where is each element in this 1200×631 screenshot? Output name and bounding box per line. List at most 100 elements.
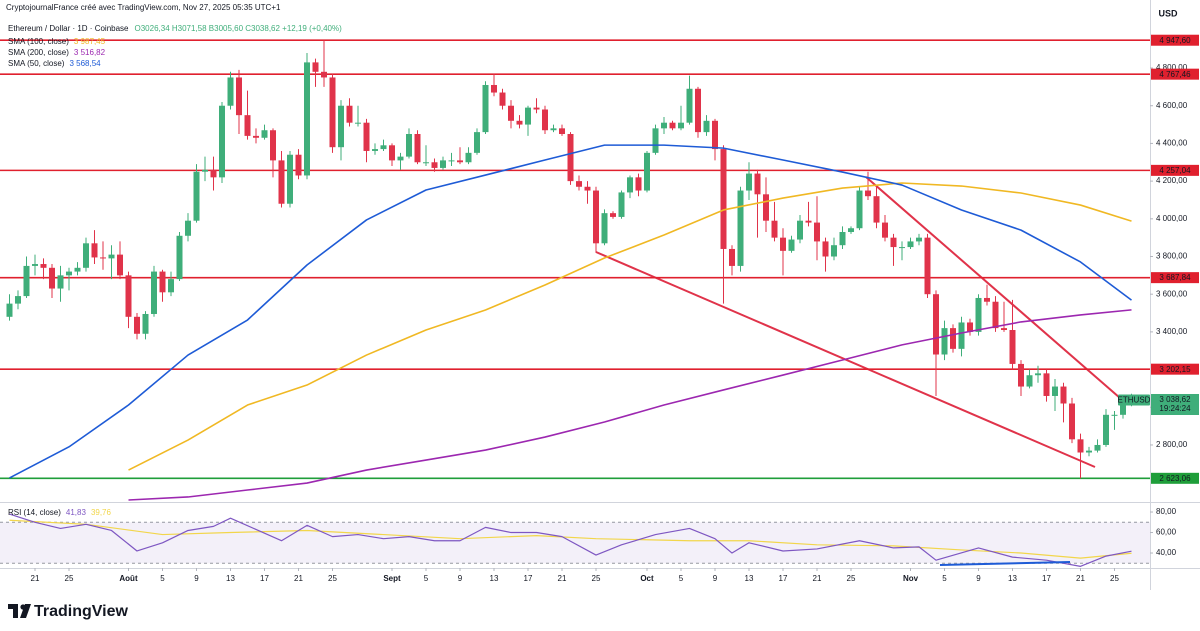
- x-tick-label: 5: [424, 574, 429, 583]
- brand-logo-dot: [20, 604, 26, 610]
- candle-body: [924, 237, 931, 295]
- sma-line: [9, 144, 1132, 479]
- y-tick-label: 3 600,00: [1156, 289, 1188, 298]
- x-tick-label: 13: [490, 574, 499, 583]
- rsi-ma-legend-value: 39,76: [91, 508, 112, 517]
- ohlc-legend: O3026,34 H3071,58 B3005,60 C3038,62 +12,…: [135, 24, 343, 33]
- candle-body: [916, 237, 922, 242]
- x-tick-label: Sept: [383, 574, 401, 583]
- candle-body: [1026, 375, 1033, 387]
- candle-body: [576, 181, 582, 187]
- candle-body: [261, 130, 268, 138]
- x-tick-label: 9: [713, 574, 718, 583]
- candle-body: [780, 237, 786, 251]
- candle-body: [491, 84, 497, 93]
- x-tick-label: 21: [813, 574, 822, 583]
- sma-legend-value: 3 516,82: [74, 48, 106, 57]
- candle-body: [567, 133, 574, 182]
- trend-line: [865, 176, 1121, 399]
- candle-body: [839, 232, 846, 246]
- candle-body: [151, 271, 157, 314]
- candle-body: [338, 105, 344, 148]
- price-tag-box: [1151, 393, 1199, 415]
- candle-body: [414, 133, 421, 163]
- level-label: 2 623,06: [1159, 474, 1191, 483]
- level-label-box: [1151, 34, 1199, 46]
- candle-body: [244, 115, 251, 136]
- level-label-box: [1151, 472, 1199, 484]
- candle-body: [83, 243, 89, 268]
- x-tick-label: 21: [558, 574, 567, 583]
- y-tick-label: 4 200,00: [1156, 176, 1188, 185]
- candle-body: [49, 267, 55, 289]
- x-tick-label: 13: [226, 574, 235, 583]
- level-label: 4 947,60: [1159, 36, 1191, 45]
- candle-body: [848, 228, 854, 233]
- level-label-box: [1151, 363, 1199, 375]
- candle-body: [678, 122, 684, 129]
- x-tick-label: 25: [847, 574, 856, 583]
- candle-body: [652, 128, 659, 153]
- candle-body: [440, 160, 446, 168]
- currency-label: USD: [1158, 8, 1178, 18]
- overlay: [939, 561, 1071, 566]
- candle-body: [729, 248, 735, 266]
- attribution: CryptojournalFrance créé avec TradingVie…: [6, 3, 281, 12]
- candle-body: [737, 190, 744, 266]
- candle-body: [559, 128, 565, 134]
- level-label: 4 257,04: [1159, 166, 1191, 175]
- candle-body: [168, 279, 174, 293]
- candle-body: [355, 122, 361, 124]
- candle-body: [899, 247, 905, 249]
- rsi-ma-line: [9, 519, 1132, 559]
- candle-body: [202, 169, 208, 172]
- candle-body: [134, 316, 140, 334]
- price-tag-symbol-box: [1118, 394, 1150, 406]
- candle-body: [227, 77, 234, 106]
- candle-body: [1009, 330, 1016, 364]
- candle-body: [763, 194, 769, 221]
- candle-body: [6, 303, 13, 317]
- sma-legend: SMA (100, close) 3 987,45: [8, 37, 106, 46]
- candle-body: [797, 220, 803, 240]
- candle-body: [627, 177, 633, 193]
- candle-body: [219, 105, 225, 178]
- candle-body: [363, 122, 370, 151]
- candle-body: [57, 275, 64, 289]
- x-tick-label: 25: [1110, 574, 1119, 583]
- x-tick-label: 21: [1076, 574, 1085, 583]
- candle-body: [805, 220, 812, 223]
- x-tick-label: 13: [1008, 574, 1017, 583]
- x-tick-label: 5: [942, 574, 947, 583]
- x-tick-label: 17: [260, 574, 269, 583]
- candle-body: [882, 222, 888, 238]
- candle-body: [236, 77, 242, 116]
- candle-body: [185, 220, 191, 236]
- candle-body: [108, 254, 115, 259]
- candle-body: [618, 192, 625, 217]
- x-tick-label: Nov: [903, 574, 919, 583]
- candle-body: [304, 62, 310, 176]
- rsi-band: [0, 522, 1150, 564]
- candle-body: [1035, 373, 1041, 376]
- rsi-trend-line: [939, 561, 1071, 566]
- candle-body: [1001, 328, 1007, 331]
- candle-body: [516, 120, 523, 125]
- candle-body: [1120, 402, 1126, 415]
- candle-body: [508, 105, 514, 121]
- candle-body: [907, 241, 914, 248]
- candle-body: [958, 322, 965, 349]
- candle-body: [933, 294, 939, 355]
- candle-body: [431, 162, 438, 168]
- candle-body: [542, 109, 548, 131]
- candle-body: [890, 237, 897, 248]
- candle-body: [40, 264, 47, 268]
- candle-body: [814, 222, 820, 242]
- candle-body: [865, 190, 871, 197]
- candle-body: [499, 92, 506, 106]
- candle-body: [1018, 363, 1024, 387]
- main-pane: [0, 39, 1150, 501]
- candle-body: [159, 271, 166, 293]
- candle-body: [525, 107, 531, 125]
- candle-body: [397, 156, 404, 161]
